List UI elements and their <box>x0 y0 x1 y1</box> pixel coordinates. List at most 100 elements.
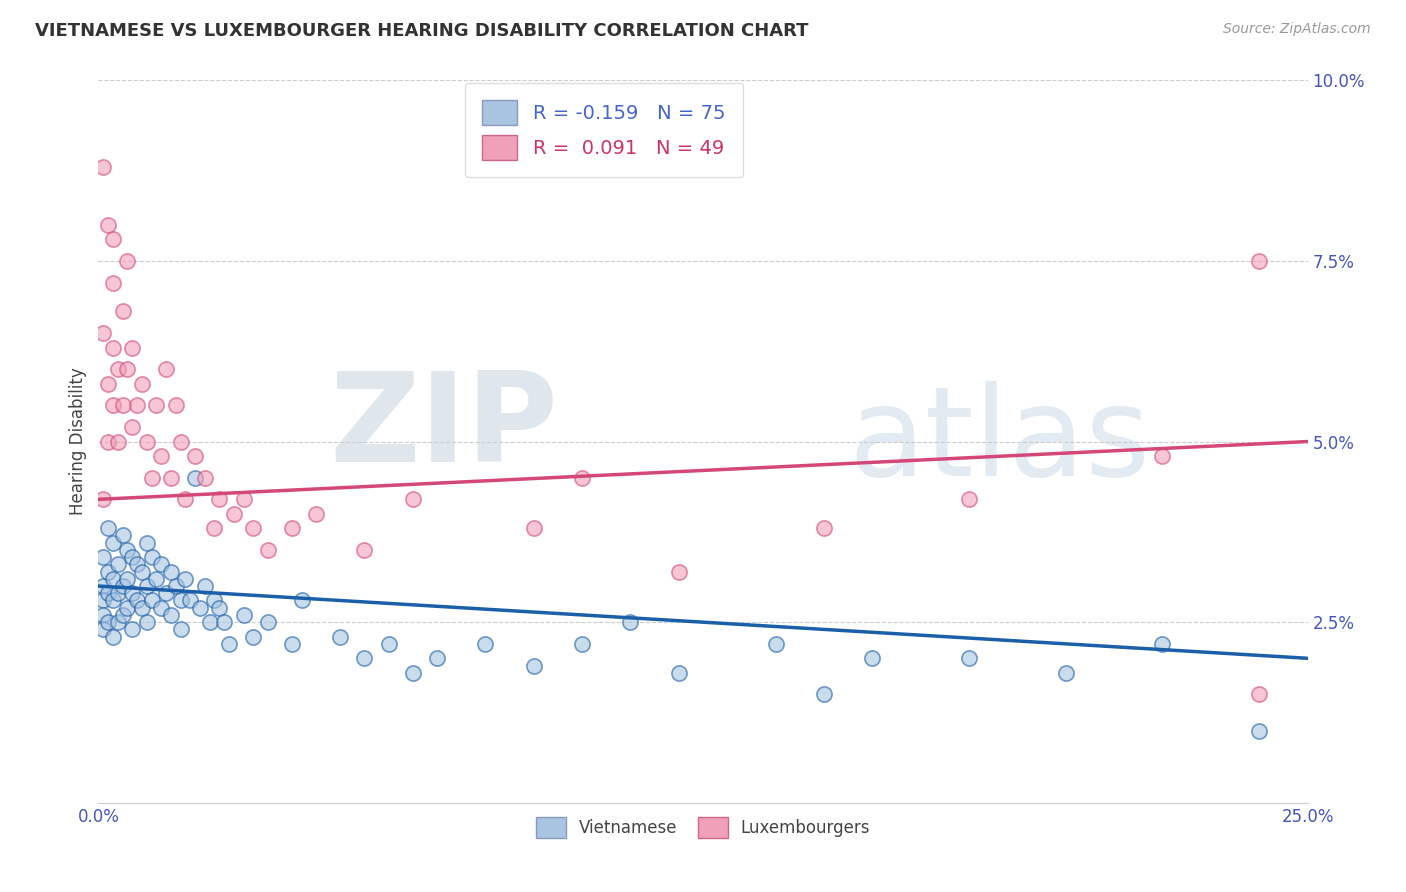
Point <box>111 607 134 622</box>
Point <box>290 593 312 607</box>
Point <box>1249 687 1271 701</box>
Point <box>111 528 134 542</box>
Point <box>184 449 207 463</box>
Point <box>256 542 278 557</box>
Point <box>1249 254 1271 268</box>
Point <box>198 615 221 630</box>
Point <box>174 572 197 586</box>
Point <box>127 398 149 412</box>
Point <box>155 362 177 376</box>
Point <box>91 326 114 340</box>
Point <box>141 593 163 607</box>
Point <box>101 630 124 644</box>
Point <box>135 535 157 549</box>
Point <box>101 232 124 246</box>
Point <box>91 160 114 174</box>
Point <box>91 579 114 593</box>
Point <box>165 398 187 412</box>
Point <box>160 471 183 485</box>
Point <box>668 565 690 579</box>
Point <box>107 615 129 630</box>
Point <box>135 579 157 593</box>
Point <box>141 471 163 485</box>
Point <box>523 521 546 535</box>
Point <box>169 593 191 607</box>
Point <box>281 521 304 535</box>
Point <box>353 651 375 665</box>
Point <box>1152 449 1174 463</box>
Point <box>194 579 217 593</box>
Point <box>232 607 254 622</box>
Point <box>204 521 226 535</box>
Point <box>121 550 143 565</box>
Point <box>107 362 129 376</box>
Point <box>127 558 149 572</box>
Point <box>150 558 173 572</box>
Point <box>765 637 787 651</box>
Point <box>101 572 124 586</box>
Point <box>222 507 245 521</box>
Point <box>135 434 157 449</box>
Point <box>117 572 139 586</box>
Point <box>184 471 207 485</box>
Point <box>194 471 217 485</box>
Point <box>1054 665 1077 680</box>
Point <box>957 492 980 507</box>
Point <box>619 615 641 630</box>
Point <box>101 535 124 549</box>
Point <box>111 579 134 593</box>
Point <box>204 593 226 607</box>
Point <box>169 623 191 637</box>
Legend: Vietnamese, Luxembourgers: Vietnamese, Luxembourgers <box>529 810 877 845</box>
Point <box>121 586 143 600</box>
Point <box>169 434 191 449</box>
Point <box>107 586 129 600</box>
Point <box>212 615 235 630</box>
Point <box>91 492 114 507</box>
Point <box>101 398 124 412</box>
Point <box>101 593 124 607</box>
Point <box>571 471 593 485</box>
Point <box>97 434 120 449</box>
Point <box>97 615 120 630</box>
Point <box>155 586 177 600</box>
Point <box>101 341 124 355</box>
Point <box>111 304 134 318</box>
Point <box>150 600 173 615</box>
Point <box>131 376 153 391</box>
Point <box>218 637 240 651</box>
Point <box>813 521 835 535</box>
Point <box>188 600 211 615</box>
Point <box>117 542 139 557</box>
Point <box>523 658 546 673</box>
Point <box>329 630 352 644</box>
Point <box>131 565 153 579</box>
Point <box>117 254 139 268</box>
Point <box>208 492 231 507</box>
Point <box>242 521 264 535</box>
Point <box>145 572 167 586</box>
Point <box>135 615 157 630</box>
Point <box>160 565 183 579</box>
Point <box>97 218 120 232</box>
Point <box>165 579 187 593</box>
Point <box>1152 637 1174 651</box>
Text: VIETNAMESE VS LUXEMBOURGER HEARING DISABILITY CORRELATION CHART: VIETNAMESE VS LUXEMBOURGER HEARING DISAB… <box>35 22 808 40</box>
Point <box>121 623 143 637</box>
Point <box>174 492 197 507</box>
Point <box>281 637 304 651</box>
Point <box>402 492 425 507</box>
Point <box>91 623 114 637</box>
Point <box>402 665 425 680</box>
Point <box>426 651 449 665</box>
Point <box>256 615 278 630</box>
Point <box>107 434 129 449</box>
Point <box>127 593 149 607</box>
Point <box>117 362 139 376</box>
Point <box>150 449 173 463</box>
Point <box>232 492 254 507</box>
Point <box>242 630 264 644</box>
Point <box>179 593 201 607</box>
Point <box>91 550 114 565</box>
Point <box>160 607 183 622</box>
